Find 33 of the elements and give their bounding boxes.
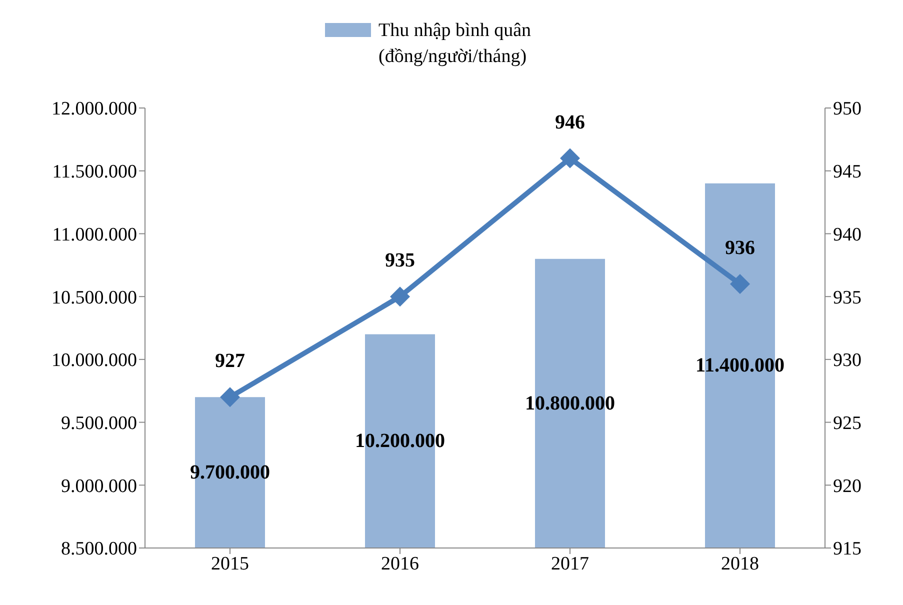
data-label: 10.800.000 [525, 392, 615, 414]
data-label: 927 [215, 350, 245, 372]
data-label: 11.400.000 [696, 354, 784, 377]
y-tick-label: 9.500.000 [61, 413, 137, 434]
y2-tick-label: 915 [833, 538, 862, 560]
y-tick-label: 10.500.000 [52, 287, 137, 308]
point [730, 274, 750, 294]
data-label: 946 [555, 111, 585, 134]
point [390, 286, 410, 307]
y-tick-label: 8.500.000 [61, 538, 137, 560]
y2-tick-label: 935 [833, 287, 862, 308]
point [560, 148, 580, 168]
x-tick-label: 2017 [551, 553, 589, 574]
y-tick-label: 9.000.000 [61, 476, 137, 497]
y-tick-label: 11.000.000 [52, 224, 137, 246]
y2-tick-label: 925 [833, 413, 862, 434]
y-tick-label: 12.000.000 [52, 98, 137, 120]
y2-tick-label: 930 [833, 350, 862, 372]
y-tick-label: 11.500.000 [52, 162, 137, 183]
y2-tick-label: 920 [833, 476, 862, 497]
point [220, 387, 240, 408]
y2-tick-label: 945 [833, 162, 862, 183]
y-tick-label: 10.000.000 [52, 350, 137, 372]
data-label: 10.200.000 [355, 430, 445, 452]
y2-tick-label: 950 [833, 98, 862, 120]
x-tick-label: 2015 [211, 553, 249, 574]
y2-tick-label: 940 [833, 224, 862, 246]
data-label: 936 [725, 237, 755, 259]
x-tick-label: 2018 [721, 553, 759, 574]
data-label: 9.700.000 [190, 462, 270, 484]
legend-label: Thu nhập bình quân (đồng/người/tháng) [378, 19, 532, 69]
data-label: 935 [385, 250, 415, 272]
x-tick-label: 2016 [381, 553, 419, 574]
